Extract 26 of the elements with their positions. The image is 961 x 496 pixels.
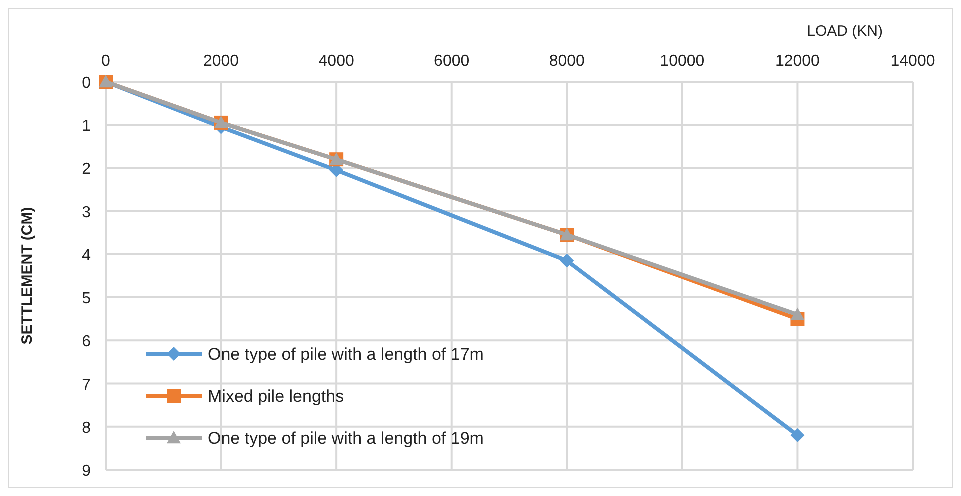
y-tick-label: 6 xyxy=(82,334,92,351)
x-tick-label: 4000 xyxy=(318,53,354,70)
x-tick-label: 10000 xyxy=(660,53,705,70)
point xyxy=(790,308,805,320)
y-axis-title: SETTLEMENT (CM) xyxy=(19,207,36,345)
legend-label: One type of pile with a length of 19m xyxy=(208,429,484,448)
y-tick-label: 0 xyxy=(82,75,92,92)
point xyxy=(790,428,805,443)
point xyxy=(560,254,574,268)
y-tick-label: 1 xyxy=(82,118,92,136)
x-tick-label: 6000 xyxy=(434,53,470,70)
x-tick-label: 0 xyxy=(102,53,111,70)
x-tick-label: 2000 xyxy=(203,53,240,70)
y-tick-label: 7 xyxy=(82,376,92,394)
y-tick-label: 2 xyxy=(82,161,92,178)
y-tick-label: 8 xyxy=(82,420,92,437)
y-tick-label: 3 xyxy=(82,204,92,222)
legend-label: Mixed pile lengths xyxy=(208,387,344,406)
y-tick-label: 9 xyxy=(82,463,92,480)
legend-label: One type of pile with a length of 17m xyxy=(208,345,484,364)
x-tick-label: 14000 xyxy=(890,53,936,70)
y-tick-label: 5 xyxy=(82,290,92,308)
x-tick-label: 12000 xyxy=(775,53,820,70)
y-tick-label: 4 xyxy=(82,247,92,264)
x-axis-title: LOAD (KN) xyxy=(807,23,884,40)
x-tick-label: 8000 xyxy=(549,53,586,70)
